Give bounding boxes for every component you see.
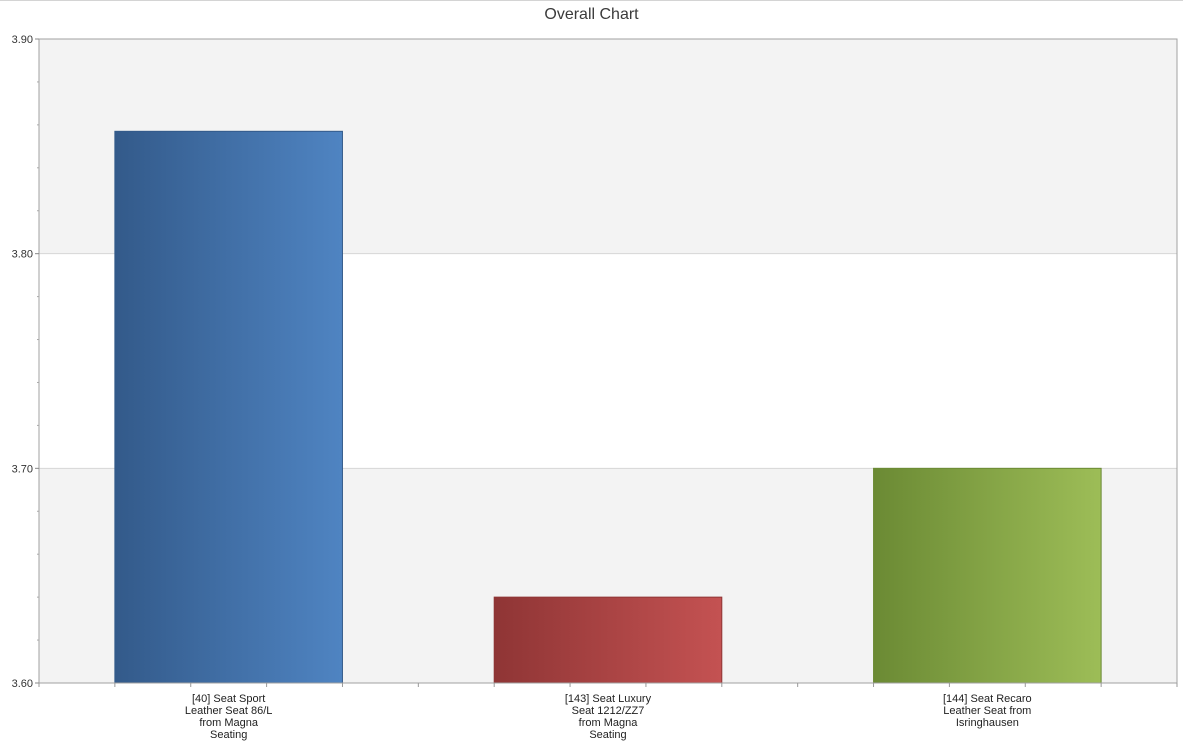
x-category-label-line: [143] Seat Luxury [565,693,652,705]
chart-title: Overall Chart [544,6,639,23]
x-category-label: [144] Seat Recaro Leather Seat from Isring… [943,693,1032,729]
y-axis: 3.60 3.70 3.80 3.90 [12,34,40,690]
x-category-label-line: [144] Seat Recaro [943,693,1032,705]
top-rule [0,0,1183,1]
x-category-label-line: Leather Seat 86/L [185,705,272,717]
x-category-label-line: Seating [589,729,626,741]
x-category-label-line: from Magna [199,717,259,729]
y-tick-label: 3.60 [12,678,33,690]
x-category-label-line: Seat 1212/ZZ7 [572,705,645,717]
x-category-label: [40] Seat Sport Leather Seat 86/L from Mag… [185,693,272,741]
y-tick-label: 3.90 [12,34,33,46]
x-category-label-line: [40] Seat Sport [192,693,265,705]
x-category-label-line: Leather Seat from [943,705,1031,717]
x-category-label-line: Isringhausen [956,717,1019,729]
bar-3 [873,467,1102,684]
bar-1 [114,130,343,684]
bar-2 [493,596,723,684]
x-category-label: [143] Seat Luxury Seat 1212/ZZ7 from Magna… [565,693,652,741]
y-tick-label: 3.80 [12,249,33,261]
x-axis: [40] Seat Sport Leather Seat 86/L from Mag… [38,682,1178,741]
x-category-label-line: Seating [210,729,247,741]
x-category-label-line: from Magna [579,717,639,729]
y-tick-label: 3.70 [12,463,33,475]
